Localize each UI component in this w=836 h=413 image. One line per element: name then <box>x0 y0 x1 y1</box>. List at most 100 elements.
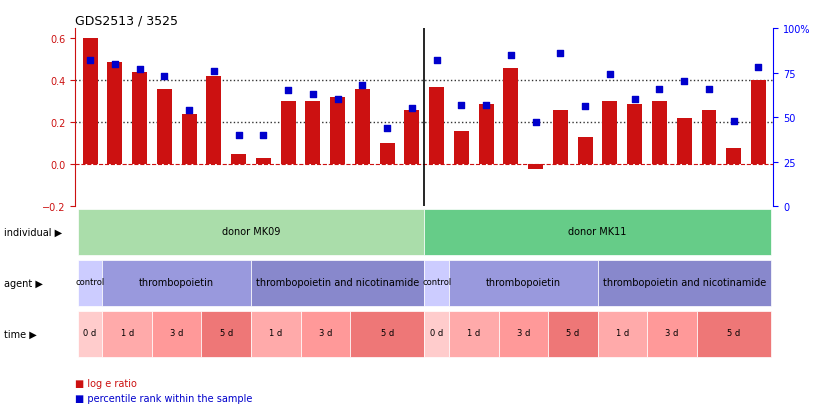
Text: 5 d: 5 d <box>566 328 579 337</box>
Bar <box>553 111 568 165</box>
Bar <box>157 90 171 165</box>
Bar <box>677 119 691 165</box>
Point <box>455 102 468 109</box>
Text: 1 d: 1 d <box>467 328 481 337</box>
Point <box>182 107 196 114</box>
Point <box>405 106 419 112</box>
Text: individual ▶: individual ▶ <box>4 227 63 237</box>
Bar <box>528 165 543 169</box>
Bar <box>256 159 271 165</box>
Bar <box>380 144 395 165</box>
FancyBboxPatch shape <box>201 311 251 357</box>
Text: 0 d: 0 d <box>84 328 97 337</box>
FancyBboxPatch shape <box>350 311 424 357</box>
Text: thrombopoietin and nicotinamide: thrombopoietin and nicotinamide <box>603 277 766 287</box>
Point <box>380 125 394 132</box>
Point <box>727 118 741 125</box>
FancyBboxPatch shape <box>449 260 598 306</box>
Bar <box>429 88 444 165</box>
Text: 5 d: 5 d <box>380 328 394 337</box>
FancyBboxPatch shape <box>251 311 300 357</box>
Text: thrombopoietin and nicotinamide: thrombopoietin and nicotinamide <box>256 277 420 287</box>
FancyBboxPatch shape <box>548 311 598 357</box>
FancyBboxPatch shape <box>696 311 771 357</box>
FancyBboxPatch shape <box>424 209 771 255</box>
Bar <box>181 115 196 165</box>
Bar <box>232 154 246 165</box>
FancyBboxPatch shape <box>78 311 103 357</box>
Point <box>677 79 691 85</box>
Point <box>355 83 369 89</box>
Point <box>108 61 121 68</box>
FancyBboxPatch shape <box>78 260 103 306</box>
Bar <box>751 81 766 165</box>
Point <box>331 97 344 103</box>
FancyBboxPatch shape <box>424 260 449 306</box>
Bar <box>454 131 469 165</box>
Point <box>480 102 493 109</box>
Point <box>653 86 666 93</box>
Point <box>84 58 97 64</box>
Text: control: control <box>422 278 451 287</box>
Text: 3 d: 3 d <box>319 328 332 337</box>
Point <box>430 58 443 64</box>
Text: 1 d: 1 d <box>120 328 134 337</box>
Point <box>504 52 517 59</box>
Point <box>282 88 295 95</box>
FancyBboxPatch shape <box>103 311 152 357</box>
FancyBboxPatch shape <box>78 209 424 255</box>
Bar <box>355 90 370 165</box>
Bar <box>206 77 222 165</box>
Point <box>702 86 716 93</box>
FancyBboxPatch shape <box>251 260 424 306</box>
Text: 5 d: 5 d <box>220 328 233 337</box>
Bar <box>701 111 716 165</box>
Text: 1 d: 1 d <box>615 328 629 337</box>
FancyBboxPatch shape <box>103 260 251 306</box>
FancyBboxPatch shape <box>598 260 771 306</box>
Text: ■ percentile rank within the sample: ■ percentile rank within the sample <box>75 393 252 403</box>
Bar <box>107 62 122 165</box>
FancyBboxPatch shape <box>647 311 696 357</box>
FancyBboxPatch shape <box>598 311 647 357</box>
Bar <box>83 39 98 165</box>
Text: thrombopoietin: thrombopoietin <box>139 277 214 287</box>
Text: donor MK11: donor MK11 <box>568 226 627 236</box>
Point <box>604 72 617 78</box>
FancyBboxPatch shape <box>498 311 548 357</box>
Bar <box>578 138 593 165</box>
Bar <box>305 102 320 165</box>
Text: 1 d: 1 d <box>269 328 283 337</box>
Bar <box>652 102 667 165</box>
Text: 3 d: 3 d <box>665 328 679 337</box>
Text: 0 d: 0 d <box>430 328 443 337</box>
Text: thrombopoietin: thrombopoietin <box>486 277 561 287</box>
Point <box>553 50 567 57</box>
Text: control: control <box>75 278 104 287</box>
FancyBboxPatch shape <box>449 311 498 357</box>
Point <box>207 68 221 75</box>
Bar <box>405 111 420 165</box>
Text: 5 d: 5 d <box>727 328 741 337</box>
Text: 3 d: 3 d <box>517 328 530 337</box>
Point <box>133 66 146 73</box>
Text: GDS2513 / 3525: GDS2513 / 3525 <box>75 15 178 28</box>
Bar <box>603 102 617 165</box>
Point <box>529 120 543 126</box>
Point <box>158 74 171 80</box>
Bar <box>132 73 147 165</box>
Point <box>579 104 592 111</box>
Text: ■ log e ratio: ■ log e ratio <box>75 378 137 388</box>
FancyBboxPatch shape <box>152 311 201 357</box>
Point <box>628 97 641 103</box>
Text: time ▶: time ▶ <box>4 329 37 339</box>
Bar <box>726 148 742 165</box>
Point <box>306 91 319 98</box>
Bar <box>281 102 296 165</box>
Bar <box>627 104 642 165</box>
Point <box>232 132 245 139</box>
FancyBboxPatch shape <box>300 311 350 357</box>
FancyBboxPatch shape <box>424 311 449 357</box>
Text: 3 d: 3 d <box>170 328 183 337</box>
Text: donor MK09: donor MK09 <box>222 226 280 236</box>
